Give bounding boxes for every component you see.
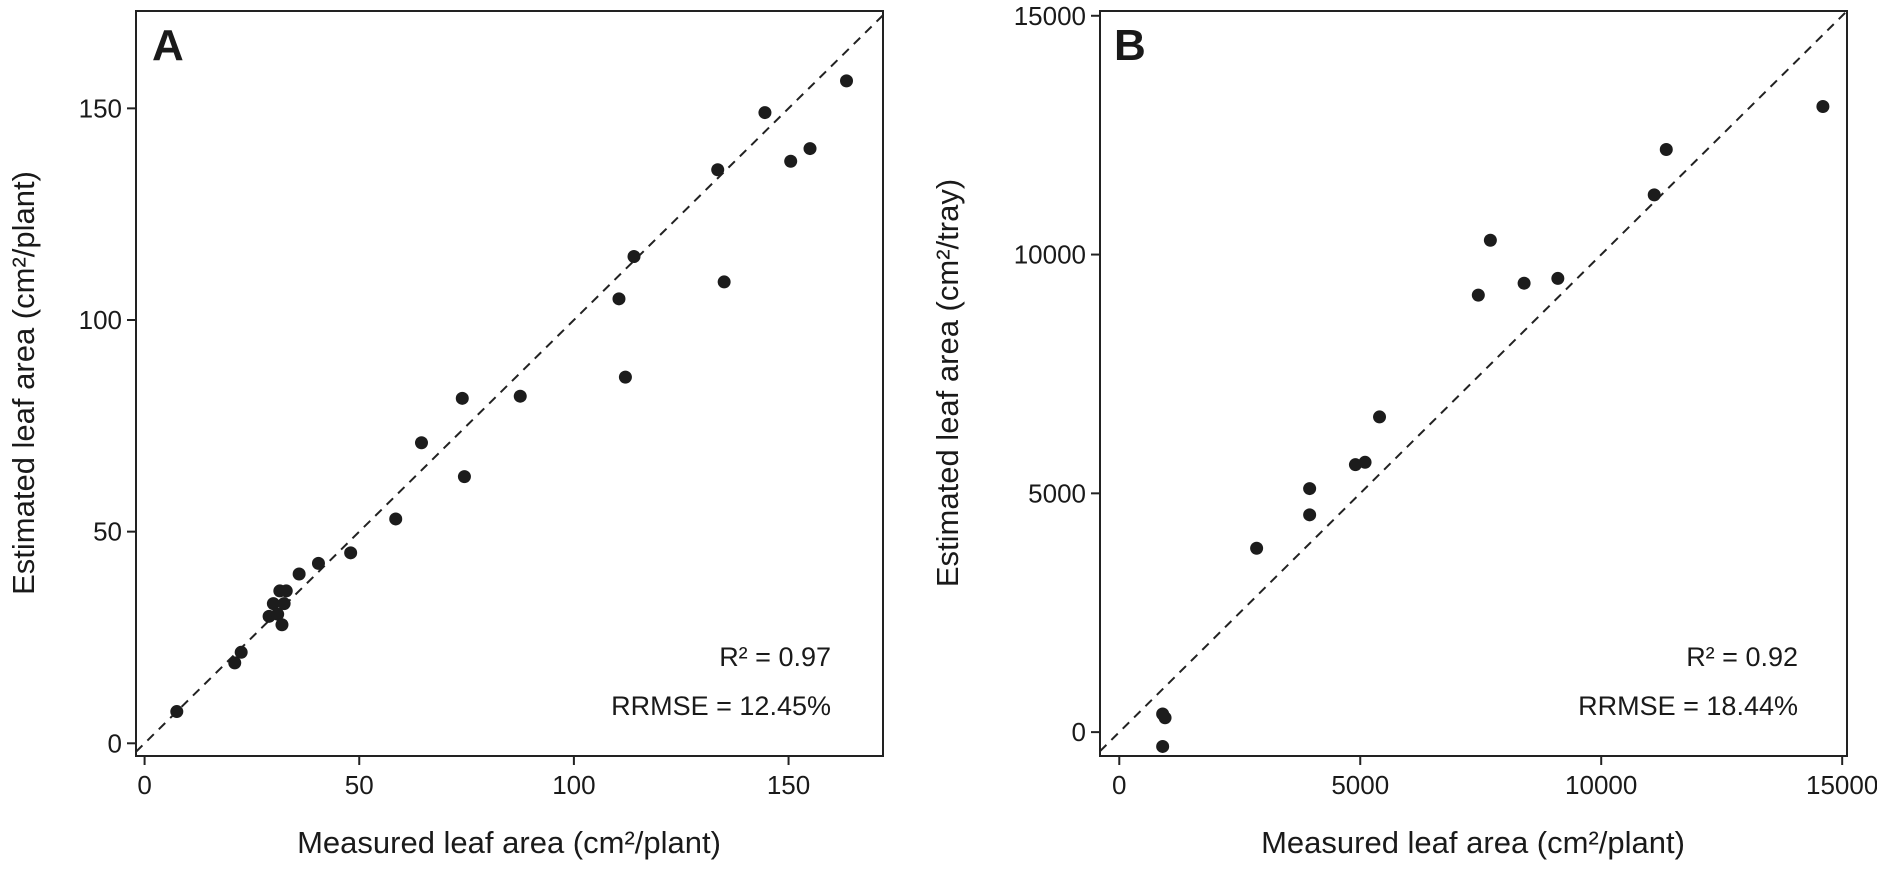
panel-a-data-point (784, 154, 798, 168)
panel-a-y-tick-label: 150 (79, 93, 122, 123)
panel-a-data-point (513, 389, 527, 403)
panel-b-points (1156, 100, 1830, 753)
panel-b-y-tick-label: 5000 (1028, 478, 1086, 508)
panel-b-y-tick-label: 0 (1072, 717, 1086, 747)
panel-b-ticks: 0 5000 10000 15000 0 5000 10000 15000 (1014, 1, 1877, 800)
panel-a-x-tick-label: 100 (552, 770, 595, 800)
panel-a-data-point (279, 584, 293, 598)
panel-b-data-point (1358, 455, 1372, 469)
panel-a-data-point (275, 618, 289, 632)
panel-a-data-point (717, 275, 731, 289)
panel-a-r2: R² = 0.97 (719, 642, 831, 672)
panel-b-data-point (1647, 188, 1661, 202)
panel-b-data-point (1373, 410, 1387, 424)
panel-b-x-tick-label: 5000 (1331, 770, 1389, 800)
panel-a-data-point (618, 370, 632, 384)
panel-b-data-point (1551, 271, 1565, 285)
panel-b-x-tick-label: 10000 (1565, 770, 1637, 800)
panel-b-data-point (1250, 541, 1264, 555)
panel-a-data-point (277, 597, 291, 611)
panel-a-y-tick-label: 50 (93, 517, 122, 547)
panel-a-x-axis-label: Measured leaf area (cm²/plant) (297, 825, 721, 860)
panel-a-data-point (457, 470, 471, 484)
panel-a-data-point (414, 436, 428, 450)
panel-a-data-point (627, 250, 641, 264)
panel-b-y-tick-label: 10000 (1014, 240, 1086, 270)
panel-a-data-point (344, 546, 358, 560)
panel-a-x-tick-label: 150 (767, 770, 810, 800)
panel-a-x-tick-label: 50 (345, 770, 374, 800)
panel-b-data-point (1659, 142, 1673, 156)
panel-b-x-axis-label: Measured leaf area (cm²/plant) (1261, 825, 1685, 860)
panel-a-data-point (228, 656, 242, 670)
panel-a-y-tick-label: 100 (79, 305, 122, 335)
panel-a-data-point (234, 645, 248, 659)
panel-a-data-point (803, 142, 817, 156)
panel-b-data-point (1303, 508, 1317, 522)
panel-a-data-point (711, 163, 725, 177)
panel-a: 0 50 100 150 0 50 100 150 A R² = 0.97 RRMSE = 1… (6, 10, 884, 860)
panel-b-data-point (1303, 482, 1317, 496)
panel-b-letter: B (1114, 21, 1146, 70)
panel-a-data-point (266, 597, 280, 611)
panel-a-data-point (311, 556, 325, 570)
panel-b-reference-line (1099, 10, 1848, 752)
panel-a-y-axis-label: Estimated leaf area (cm²/plant) (6, 171, 41, 595)
panel-b-data-point (1471, 288, 1485, 302)
panel-b-data-point (1816, 100, 1830, 114)
panel-a-data-point (840, 74, 854, 88)
panel-a-data-point (170, 705, 184, 719)
panel-a-data-point (455, 391, 469, 405)
panel-b-r2: R² = 0.92 (1686, 642, 1798, 672)
panel-a-y-tick-label: 0 (108, 728, 122, 758)
panel-b-x-tick-label: 15000 (1806, 770, 1877, 800)
panel-a-data-point (389, 512, 403, 526)
panel-b-plot-area (1099, 10, 1848, 757)
panel-a-x-tick-label: 0 (137, 770, 151, 800)
panel-a-letter: A (152, 21, 184, 70)
panel-a-rrmse: RRMSE = 12.45% (611, 691, 831, 721)
panel-a-ticks: 0 50 100 150 0 50 100 150 (79, 93, 811, 800)
panel-a-points (170, 74, 854, 719)
panel-a-plot-area (135, 10, 884, 757)
panel-b: 0 5000 10000 15000 0 5000 10000 15000 B R² = 0.… (930, 1, 1877, 860)
panel-b-y-axis-label: Estimated leaf area (cm²/tray) (930, 179, 965, 587)
panel-a-data-point (758, 106, 772, 120)
panel-a-data-point (612, 292, 626, 306)
panel-a-data-point (292, 567, 306, 581)
panel-a-data-point (271, 607, 285, 621)
panel-b-rrmse: RRMSE = 18.44% (1578, 691, 1798, 721)
panel-b-data-point (1517, 276, 1531, 290)
panel-b-y-tick-label: 15000 (1014, 1, 1086, 31)
panel-b-data-point (1156, 739, 1170, 753)
panel-b-data-point (1483, 233, 1497, 247)
panel-b-x-tick-label: 0 (1112, 770, 1126, 800)
panel-b-data-point (1158, 711, 1172, 725)
